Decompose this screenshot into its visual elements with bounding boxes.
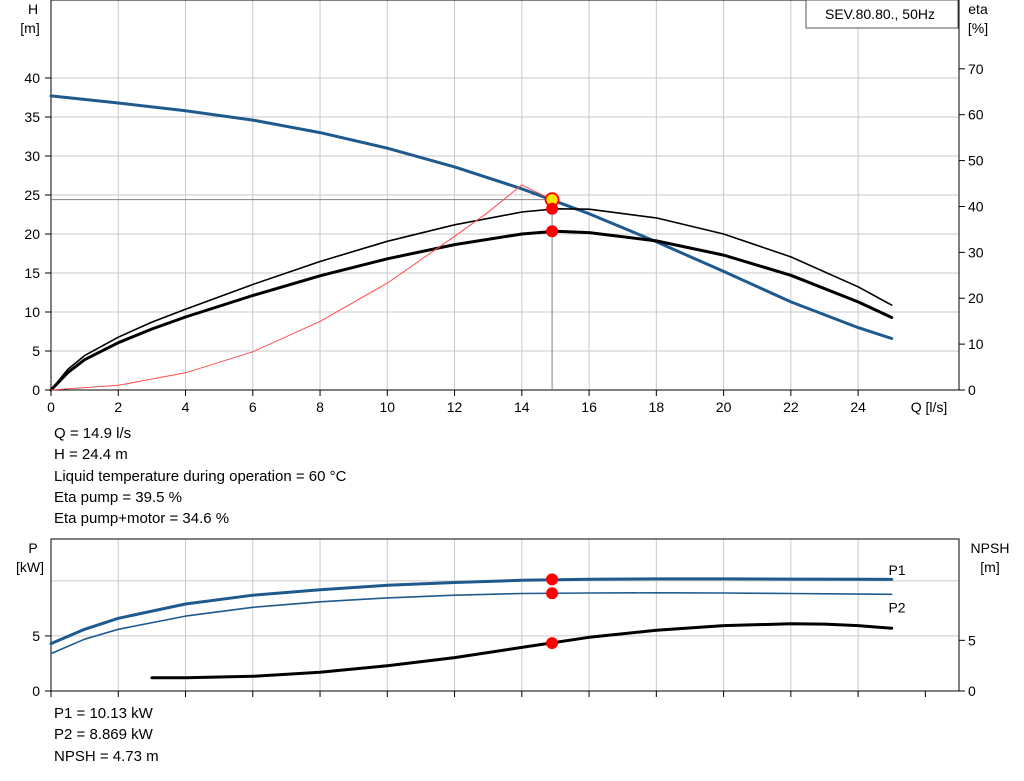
top-series-line-0 xyxy=(49,94,894,340)
x-axis-title: Q [l/s] xyxy=(911,399,948,415)
chart-title-box xyxy=(805,0,959,29)
bottom-y-left-title: P xyxy=(28,540,37,556)
top-y-left-tick-label: 15 xyxy=(24,265,40,281)
bottom-duty-point-marker-1 xyxy=(546,587,559,600)
x-tick-label: 0 xyxy=(47,399,55,415)
x-tick-label: 2 xyxy=(114,399,122,415)
x-tick-label: 20 xyxy=(716,399,732,415)
bottom-y-left-unit: [kW] xyxy=(16,559,44,575)
series-label-p2: P2 xyxy=(888,599,905,615)
bottom-y-right-tick-label: 5 xyxy=(968,632,976,648)
x-tick-label: 14 xyxy=(514,399,530,415)
bottom-y-left-tick-label: 5 xyxy=(32,628,40,644)
bottom-y-left-tick-label: 0 xyxy=(32,683,40,699)
top-y-right-tick-label: 30 xyxy=(968,244,984,260)
x-tick-label: 4 xyxy=(182,399,190,415)
info-flow: Q = 14.9 l/s xyxy=(54,425,132,442)
info-liquid-temperature: Liquid temperature during operation = 60… xyxy=(54,467,347,485)
top-y-left-tick-label: 40 xyxy=(24,70,40,86)
top-duty-point-marker-2 xyxy=(546,225,559,238)
top-y-left-tick-label: 35 xyxy=(24,109,40,125)
top-y-left-unit: [m] xyxy=(20,20,39,36)
x-tick-label: 6 xyxy=(249,399,257,415)
top-y-right-tick-label: 70 xyxy=(968,61,984,77)
x-tick-label: 24 xyxy=(850,399,866,415)
top-y-right-tick-label: 60 xyxy=(968,107,984,123)
top-y-left-tick-label: 10 xyxy=(24,304,40,320)
top-y-right-tick-label: 40 xyxy=(968,198,984,214)
top-y-left-tick-label: 0 xyxy=(32,382,40,398)
info-p2: P2 = 8.869 kW xyxy=(54,726,153,744)
bottom-duty-point-marker-2 xyxy=(546,637,559,650)
x-tick-label: 10 xyxy=(380,399,396,415)
top-y-right-tick-label: 0 xyxy=(968,382,976,398)
top-y-left-tick-label: 25 xyxy=(24,187,40,203)
top-y-left-tick-label: 30 xyxy=(24,148,40,164)
top-series-line-3 xyxy=(50,184,553,391)
top-series-line-2 xyxy=(49,229,894,392)
bottom-y-right-unit: [m] xyxy=(980,559,999,575)
top-series-line-1 xyxy=(50,208,893,391)
x-tick-label: 16 xyxy=(581,399,597,415)
x-tick-label: 8 xyxy=(316,399,324,415)
power-info: P1 = 10.13 kW P2 = 8.869 kW NPSH = 4.73 … xyxy=(54,703,159,767)
info-p1: P1 = 10.13 kW xyxy=(54,705,153,722)
series-label-p1: P1 xyxy=(888,562,905,578)
bottom-y-right-title: NPSH xyxy=(971,540,1010,556)
bottom-series-line-0 xyxy=(49,577,894,646)
top-y-right-tick-label: 50 xyxy=(968,153,984,169)
chart-title: SEV.80.80., 50Hz xyxy=(825,6,935,22)
x-tick-label: 12 xyxy=(447,399,463,415)
top-y-right-unit: [%] xyxy=(968,20,988,36)
info-eta-pump: Eta pump = 39.5 % xyxy=(54,488,182,506)
top-y-right-title: eta xyxy=(968,1,988,17)
bottom-series-line-1 xyxy=(50,592,893,655)
info-npsh: NPSH = 4.73 m xyxy=(54,747,159,765)
operating-point-info: Q = 14.9 l/s H = 24.4 m Liquid temperatu… xyxy=(54,423,346,529)
x-tick-label: 18 xyxy=(649,399,665,415)
top-y-left-title: H xyxy=(28,1,38,17)
top-y-right-tick-label: 10 xyxy=(968,336,984,352)
top-y-right-tick-label: 20 xyxy=(968,290,984,306)
bottom-y-right-tick-label: 0 xyxy=(968,683,976,699)
top-y-left-tick-label: 20 xyxy=(24,226,40,242)
bottom-plot-frame xyxy=(50,538,960,692)
top-y-left-tick-label: 5 xyxy=(32,343,40,359)
top-duty-point-marker-1 xyxy=(546,202,559,215)
x-tick-label: 22 xyxy=(783,399,799,415)
info-eta-pump-motor: Eta pump+motor = 34.6 % xyxy=(54,510,230,528)
bottom-duty-point-marker-0 xyxy=(546,573,559,586)
info-head: H = 24.4 m xyxy=(54,446,128,464)
